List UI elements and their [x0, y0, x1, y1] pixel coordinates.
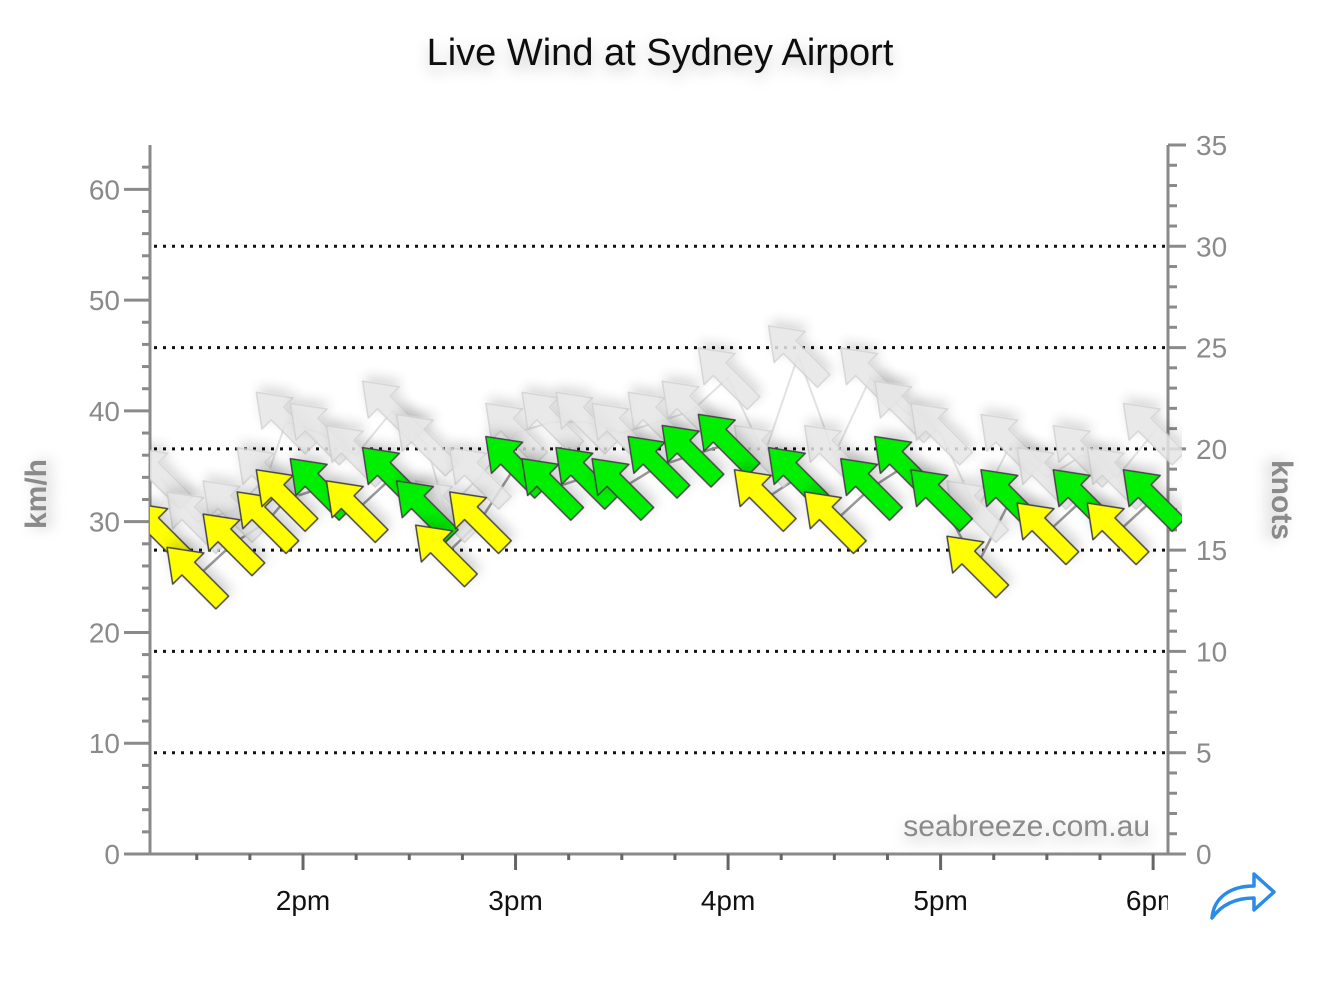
speed-arrow — [661, 424, 725, 488]
chart-title: Live Wind at Sydney Airport — [427, 32, 894, 74]
x-tick-label: 3pm — [488, 885, 542, 916]
speed-arrow-shape — [591, 457, 655, 521]
gust-arrow — [485, 402, 549, 466]
gust-arrow-shape — [1122, 402, 1182, 466]
gust-arrow — [448, 446, 512, 510]
speed-arrow-shape — [521, 457, 585, 521]
speed-arrow-shape — [1086, 502, 1150, 566]
left-tick-label: 10 — [89, 728, 120, 759]
speed-arrow — [395, 480, 459, 544]
x-tick-labels: 2pm 3pm 4pm 5pm 6pm — [276, 885, 1180, 916]
x-tick-label: 4pm — [701, 885, 755, 916]
gust-arrow-shape — [485, 402, 549, 466]
right-tick-label: 25 — [1196, 333, 1227, 364]
speed-arrow — [414, 524, 478, 588]
speed-arrow-shape — [803, 491, 867, 555]
speed-arrow — [946, 535, 1010, 599]
speed-arrow — [202, 513, 266, 577]
speed-arrow-shape — [325, 480, 389, 544]
speed-arrow — [1086, 502, 1150, 566]
left-tick-label: 50 — [89, 285, 120, 316]
left-tick-label: 20 — [89, 617, 120, 648]
gust-arrow-shape — [697, 347, 761, 411]
left-tick-label: 0 — [104, 839, 120, 870]
speed-arrow — [803, 491, 867, 555]
speed-arrow — [697, 413, 761, 477]
gust-arrow — [1122, 402, 1182, 466]
speed-arrow — [448, 491, 512, 555]
speed-arrow — [627, 435, 691, 499]
gust-arrow-shape — [910, 402, 974, 466]
speed-arrow-shape — [910, 469, 974, 533]
gust-arrow — [767, 325, 831, 389]
gust-arrow-shape — [448, 446, 512, 510]
speed-arrow — [840, 457, 904, 521]
left-axis-title: km/h — [20, 459, 53, 529]
speed-arrow — [591, 457, 655, 521]
speed-arrow — [255, 469, 319, 533]
speed-arrow — [521, 457, 585, 521]
speed-arrow-shape — [840, 457, 904, 521]
gridlines — [154, 244, 1168, 755]
speed-arrow — [1016, 502, 1080, 566]
speed-arrow — [166, 546, 230, 610]
speed-arrow-shape — [627, 435, 691, 499]
speed-arrow — [733, 469, 797, 533]
speed-arrow-shape — [1016, 502, 1080, 566]
speed-arrow-shape — [448, 491, 512, 555]
speed-arrow-shape — [1122, 469, 1182, 533]
gust-arrow-shape — [767, 325, 831, 389]
right-tick-label: 35 — [1196, 130, 1227, 161]
speed-arrow-shape — [255, 469, 319, 533]
share-arrow-icon — [1210, 872, 1276, 920]
speed-arrow-shape — [414, 524, 478, 588]
speed-arrow-shape — [697, 413, 761, 477]
speed-arrow-shape — [395, 480, 459, 544]
speed-arrow-shape — [946, 535, 1010, 599]
left-tick-label: 40 — [89, 396, 120, 427]
gust-arrow — [697, 347, 761, 411]
speed-arrow — [236, 491, 300, 555]
gust-arrow-shape — [521, 391, 585, 455]
right-axis-title: knots — [1265, 460, 1298, 540]
watermark: seabreeze.com.au — [903, 810, 1150, 843]
gust-arrow — [521, 391, 585, 455]
speed-arrow — [325, 480, 389, 544]
speed-arrow-shape — [661, 424, 725, 488]
share-button[interactable] — [1206, 866, 1278, 922]
speed-arrow — [910, 469, 974, 533]
right-tick-label: 30 — [1196, 231, 1227, 262]
speed-arrow-shape — [202, 513, 266, 577]
plot-area — [150, 325, 1182, 610]
right-tick-label: 20 — [1196, 434, 1227, 465]
speed-arrow-shape — [166, 546, 230, 610]
right-tick-label: 5 — [1196, 738, 1212, 769]
x-tick-label: 5pm — [913, 885, 967, 916]
x-tick-label: 6pm — [1126, 885, 1180, 916]
speed-arrow-shape — [236, 491, 300, 555]
speed-arrow — [1122, 469, 1182, 533]
x-tick-label: 2pm — [276, 885, 330, 916]
axes: 0 10 20 30 40 50 60 0 5 10 15 20 25 30 35 2pm 3pm 4pm 5pm 6… — [89, 130, 1227, 916]
left-tick-label: 30 — [89, 507, 120, 538]
speed-arrow-shape — [733, 469, 797, 533]
right-tick-label: 0 — [1196, 839, 1212, 870]
right-tick-label: 10 — [1196, 636, 1227, 667]
right-tick-label: 15 — [1196, 535, 1227, 566]
gust-arrow — [910, 402, 974, 466]
series-group — [150, 325, 1182, 610]
left-tick-label: 60 — [89, 174, 120, 205]
